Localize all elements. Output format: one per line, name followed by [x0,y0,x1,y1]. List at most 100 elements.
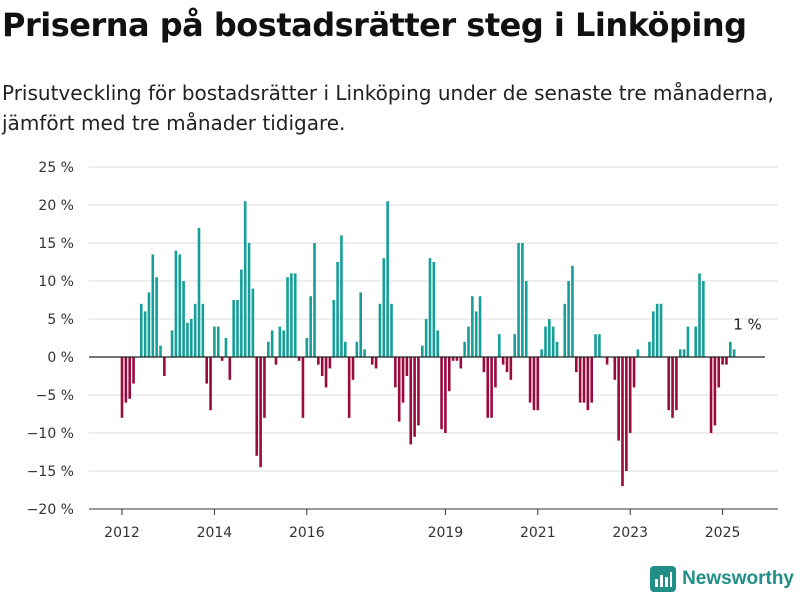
y-tick-label: 20 % [38,198,74,214]
bar [340,235,343,357]
bar [551,326,555,357]
bar [293,273,297,357]
bar [174,250,178,357]
bar [517,243,520,357]
bar [571,265,574,357]
bar [490,357,493,418]
bar [729,341,732,357]
y-tick-label: −15 % [27,464,74,480]
bar [563,303,567,357]
bar [267,341,270,357]
bar [301,357,305,418]
bar [159,345,162,357]
bar [617,357,620,441]
bar [355,341,359,357]
bar [243,201,247,357]
bar [417,357,420,426]
bar [590,357,593,403]
bar [232,300,235,357]
x-tick-label: 2019 [428,525,464,541]
bar [216,326,220,357]
y-tick-label: 0 % [47,350,74,366]
bar [432,262,436,357]
bar [132,357,135,384]
bar [625,357,628,471]
bar [455,357,459,361]
bar [386,201,389,357]
bar [332,300,336,357]
bar [274,357,278,365]
brand-logo: Newsworthy [650,566,794,592]
bar [467,326,470,357]
bar [621,357,624,487]
page-title: Priserna på bostadsrätter steg i Linköpi… [2,6,747,44]
bar [297,357,301,361]
bar [255,357,259,456]
bar [605,357,609,365]
bar [120,357,124,418]
bar [721,357,724,365]
bar [686,326,690,357]
bar [698,273,701,357]
bar [259,357,262,468]
bar [421,345,424,357]
bar [394,357,397,388]
y-tick-label: 10 % [38,274,74,290]
bar [444,357,447,433]
bar [532,357,536,411]
bar [213,326,216,357]
bar [648,341,651,357]
bar [263,357,266,418]
bar [548,319,551,357]
bar [578,357,582,403]
bar [594,334,597,357]
bar [675,357,678,411]
bar [413,357,416,437]
bar [463,341,466,357]
bar [536,357,540,411]
bar [575,357,578,373]
bar [240,269,243,357]
bar [378,303,382,357]
bar [528,357,532,403]
bar [725,357,728,365]
bar [228,357,232,380]
x-tick-label: 2023 [612,525,648,541]
bar [451,357,455,361]
bar [505,357,509,373]
bar [305,338,309,357]
newsworthy-logo-icon [650,566,677,592]
bar [447,357,451,392]
bar [186,322,189,357]
bar [351,357,355,380]
bar [586,357,590,411]
chart-subtitle: Prisutveckling för bostadsrätter i Linkö… [2,81,774,135]
bar [709,357,713,433]
x-tick-label: 2014 [197,525,233,541]
bar [205,357,208,384]
bar [474,311,478,357]
bar [336,262,339,357]
bar [128,357,131,399]
bar [702,281,705,357]
bar [220,357,224,361]
y-tick-label: −10 % [27,426,74,442]
bar [478,296,482,357]
bar [652,311,655,357]
bar [424,319,428,357]
y-tick-label: 25 % [38,160,74,176]
bar [390,303,393,357]
y-tick-label: −5 % [36,388,74,404]
bar [513,334,516,357]
bar [613,357,617,380]
bar [498,334,501,357]
bar [582,357,586,403]
brand-name: Newsworthy [682,568,794,589]
bar [182,281,185,357]
y-tick-label: −20 % [27,502,74,518]
bar [671,357,674,418]
bar [636,349,640,357]
bar [155,277,158,357]
bar [328,357,332,369]
